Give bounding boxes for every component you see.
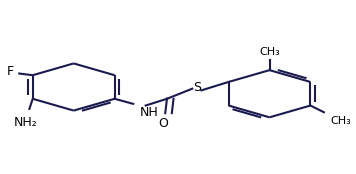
Text: S: S <box>193 81 201 94</box>
Text: NH: NH <box>140 106 159 119</box>
Text: F: F <box>7 65 14 78</box>
Text: O: O <box>159 117 168 130</box>
Text: NH₂: NH₂ <box>14 116 38 129</box>
Text: CH₃: CH₃ <box>331 116 351 126</box>
Text: CH₃: CH₃ <box>259 47 280 57</box>
